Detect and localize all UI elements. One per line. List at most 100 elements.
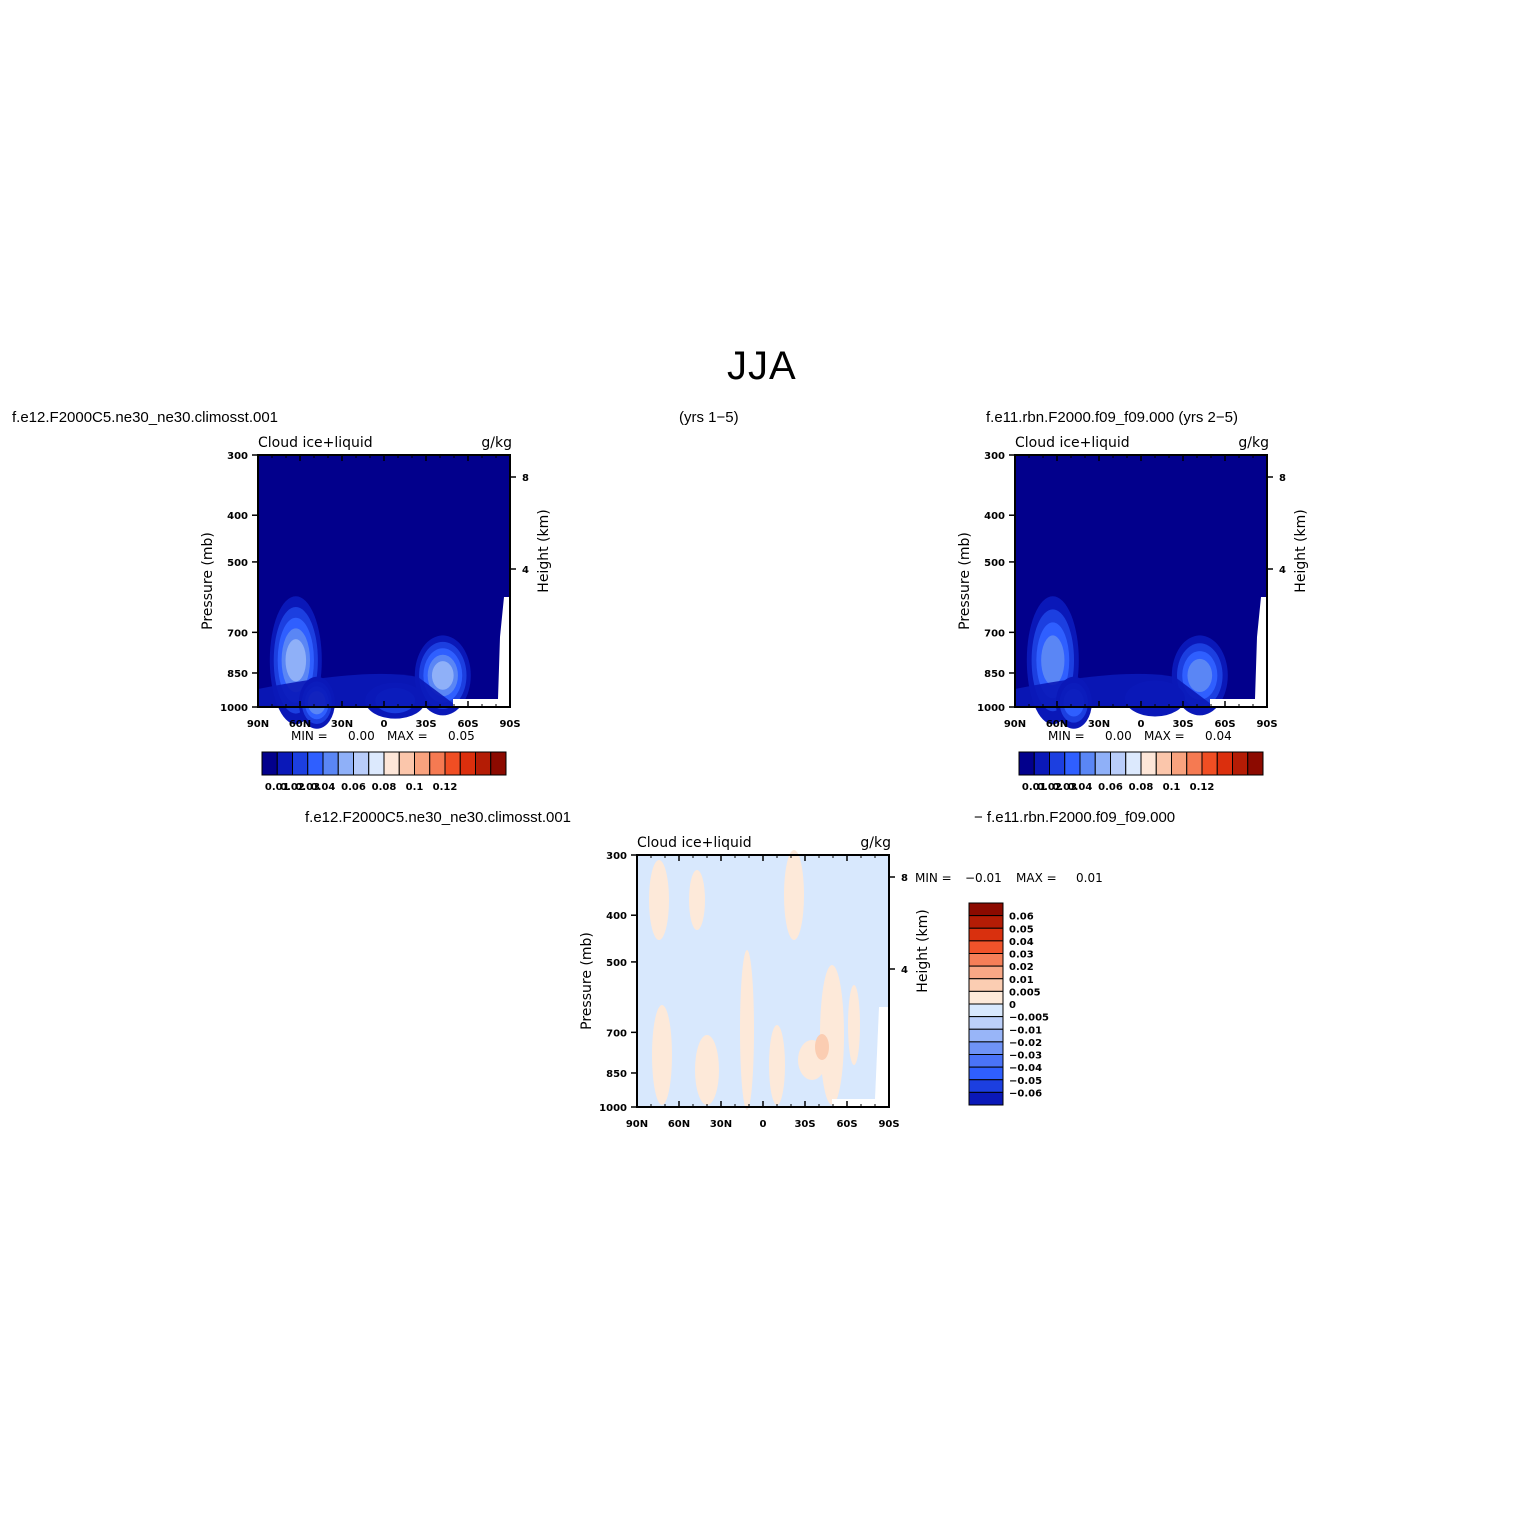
x-tick-label: 60S: [1214, 719, 1235, 730]
contour-field: [637, 850, 889, 1110]
y-tick-label: 400: [227, 511, 248, 522]
x-tick-label: 60N: [289, 719, 311, 730]
colorbar-label: 0.01: [1022, 782, 1047, 793]
x-tick-label: 60N: [1046, 719, 1068, 730]
contour-level: [1187, 658, 1213, 692]
colorbar-label: 0.08: [1129, 782, 1154, 793]
y-tick-label: 700: [984, 628, 1005, 639]
colorbar-label: 0.12: [1190, 782, 1215, 793]
colorbar-box: [968, 1054, 1004, 1068]
y-tick-label: 500: [227, 558, 248, 569]
surface-cloud-band: [258, 673, 458, 707]
colorbar-box: [968, 953, 1004, 967]
min-label: MIN =: [915, 871, 952, 885]
colorbar: 0.010.020.030.04 0.06 0.08 0.1 0.12: [1018, 751, 1264, 793]
colorbar-label: 0.08: [372, 782, 397, 793]
colorbar-label: 0: [1009, 1000, 1016, 1011]
y-axis-title: Pressure (mb): [200, 532, 216, 630]
x-tick-label: 60S: [457, 719, 478, 730]
colorbar-label: 0.06: [1098, 782, 1123, 793]
colorbar-box: [968, 1003, 1004, 1018]
colorbar: 0.010.020.030.04 0.06 0.08 0.1 0.12: [261, 751, 507, 793]
x-tick-label: 90N: [1004, 719, 1026, 730]
colorbar-box: [968, 990, 1004, 1005]
x-tick-label: 90N: [247, 719, 269, 730]
min-max-stats: MIN = −0.01 MAX = 0.01: [915, 871, 1103, 885]
x-tick-label: 60N: [668, 1119, 690, 1130]
contour-level-positive: [848, 985, 860, 1065]
y-tick-label: 1000: [220, 703, 248, 714]
colorbar-label: 0.1: [1163, 782, 1181, 793]
colorbar-label: 0.03: [1052, 782, 1077, 793]
diff-label-left: f.e12.F2000C5.ne30_ne30.climosst.001: [305, 809, 572, 826]
colorbar-label: 0.02: [1009, 962, 1034, 973]
colorbar-label: −0.05: [1009, 1076, 1042, 1087]
colorbar-label: 0.04: [1068, 782, 1093, 793]
units-label: g/kg: [860, 835, 891, 851]
field-label: Cloud ice+liquid: [637, 835, 752, 851]
min-value: 0.00: [1105, 729, 1132, 743]
diff-label-right: − f.e11.rbn.F2000.f09_f09.000: [974, 809, 1176, 826]
colorbar-box: [968, 1028, 1004, 1043]
contour-level: [1041, 635, 1065, 686]
max-value: 0.01: [1076, 871, 1103, 885]
y-tick-label: 850: [606, 1069, 627, 1080]
y-right-tick-label: 4: [901, 965, 908, 976]
axes: 90N 60N 30N 0 30S 60S 90S 300 400 500 700 850 1000 8 4…: [957, 435, 1309, 730]
x-tick-label: 90S: [1256, 719, 1277, 730]
y-axis-title: Pressure (mb): [579, 932, 595, 1030]
axes: 90N 60N 30N 0 30S 60S 90S 300 400 500 700 850 1000 8 4…: [579, 835, 931, 1130]
contour-level-positive: [815, 1034, 829, 1060]
max-label: MAX =: [1016, 871, 1057, 885]
x-tick-label: 30N: [710, 1119, 732, 1130]
contour-level: [285, 639, 307, 682]
y-right-axis-title: Height (km): [536, 509, 552, 592]
min-max-stats: MIN = 0.00 MAX = 0.04: [1048, 729, 1232, 743]
x-tick-label: 60S: [836, 1119, 857, 1130]
colorbar: 0.060.050.040.030.020.010.0050−0.005−0.0…: [968, 902, 1049, 1106]
min-value: −0.01: [965, 871, 1002, 885]
y-tick-label: 400: [984, 511, 1005, 522]
y-right-axis-title: Height (km): [1293, 509, 1309, 592]
y-tick-label: 300: [606, 851, 627, 862]
min-max-stats: MIN = 0.00 MAX = 0.05: [291, 729, 475, 743]
colorbar-box: [968, 915, 1004, 929]
x-tick-label: 0: [1138, 719, 1145, 730]
field-label: Cloud ice+liquid: [1015, 435, 1130, 451]
x-tick-label: 30S: [1172, 719, 1193, 730]
figure-title: JJA: [727, 344, 797, 388]
min-value: 0.00: [348, 729, 375, 743]
topography-mask: [1210, 597, 1267, 707]
case-label-left: f.e12.F2000C5.ne30_ne30.climosst.001: [12, 409, 279, 426]
contour-level-positive: [820, 965, 844, 1105]
colorbar-label: 0.04: [1009, 937, 1034, 948]
x-tick-label: 90S: [878, 1119, 899, 1130]
colorbar-label: 0.06: [341, 782, 366, 793]
colorbar-box: [968, 927, 1004, 942]
y-tick-label: 850: [984, 669, 1005, 680]
colorbar-label: −0.005: [1009, 1013, 1049, 1024]
units-label: g/kg: [1238, 435, 1269, 451]
x-tick-label: 30N: [1088, 719, 1110, 730]
colorbar-label: 0.12: [433, 782, 458, 793]
colorbar-label: 0.02: [280, 782, 305, 793]
max-value: 0.04: [1205, 729, 1232, 743]
contour-level-positive: [649, 860, 669, 940]
y-tick-label: 500: [606, 958, 627, 969]
x-tick-label: 0: [381, 719, 388, 730]
colorbar-label: 0.06: [1009, 912, 1034, 923]
case-label-years: (yrs 1−5): [679, 409, 739, 426]
colorbar-box: [1247, 751, 1264, 776]
min-label: MIN =: [1048, 729, 1085, 743]
colorbar-label: −0.04: [1009, 1063, 1042, 1074]
colorbar-label: 0.005: [1009, 987, 1041, 998]
colorbar-box: [968, 940, 1004, 954]
y-tick-label: 400: [606, 911, 627, 922]
contour-level-positive: [769, 1025, 785, 1105]
max-value: 0.05: [448, 729, 475, 743]
x-tick-label: 90S: [499, 719, 520, 730]
colorbar-label: 0.01: [265, 782, 290, 793]
y-right-tick-label: 8: [1279, 473, 1286, 484]
